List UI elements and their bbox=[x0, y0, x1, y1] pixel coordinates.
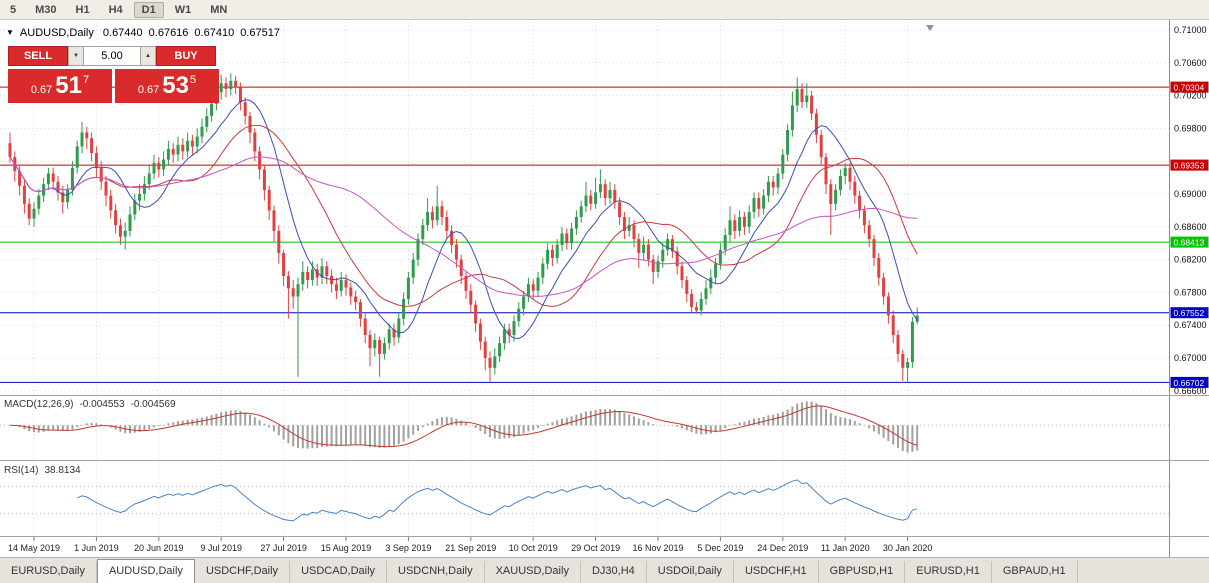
timeframe-toolbar: 5 M30 H1 H4 D1 W1 MN bbox=[0, 0, 1209, 20]
chart-canvas[interactable]: 0.0050760.00-0.00614810070300.710000.706… bbox=[0, 20, 1209, 557]
svg-text:11 Jan 2020: 11 Jan 2020 bbox=[821, 543, 870, 553]
ohlc-open: 0.67440 bbox=[102, 27, 143, 39]
tab-usdchf-h1[interactable]: USDCHF,H1 bbox=[734, 561, 819, 583]
ohlc-close: 0.67517 bbox=[240, 27, 280, 39]
timeframe-h4[interactable]: H4 bbox=[101, 2, 131, 18]
chart-title: ▼ AUDUSD,Daily 0.67440 0.67616 0.67410 0.6751… bbox=[6, 27, 286, 39]
timeframe-mn[interactable]: MN bbox=[202, 2, 235, 18]
svg-text:20 Jun 2019: 20 Jun 2019 bbox=[134, 543, 184, 553]
macd-name: MACD(12,26,9) bbox=[4, 399, 74, 410]
svg-text:27 Jul 2019: 27 Jul 2019 bbox=[260, 543, 307, 553]
tab-usdoil-daily[interactable]: USDOil,Daily bbox=[647, 561, 734, 583]
tab-xauusd-daily[interactable]: XAUUSD,Daily bbox=[485, 561, 581, 583]
macd-value-signal: -0.004569 bbox=[130, 399, 176, 410]
macd-value-main: -0.004553 bbox=[79, 399, 125, 410]
svg-text:14 May 2019: 14 May 2019 bbox=[8, 543, 60, 553]
svg-text:0.66600: 0.66600 bbox=[1174, 386, 1207, 396]
tab-dj30-h4[interactable]: DJ30,H4 bbox=[581, 561, 647, 583]
tab-usdchf-daily[interactable]: USDCHF,Daily bbox=[195, 561, 291, 583]
svg-text:15 Aug 2019: 15 Aug 2019 bbox=[321, 543, 372, 553]
tab-eurusd-h1[interactable]: EURUSD,H1 bbox=[905, 561, 992, 583]
svg-text:29 Oct 2019: 29 Oct 2019 bbox=[571, 543, 620, 553]
sell-price-big: 51 bbox=[55, 72, 82, 99]
timeframe-w1[interactable]: W1 bbox=[167, 2, 200, 18]
svg-text:21 Sep 2019: 21 Sep 2019 bbox=[445, 543, 496, 553]
svg-text:0.69000: 0.69000 bbox=[1174, 189, 1207, 199]
svg-text:0.70200: 0.70200 bbox=[1174, 91, 1207, 101]
svg-text:0.70600: 0.70600 bbox=[1174, 58, 1207, 68]
chart-area: 0.0050760.00-0.00614810070300.710000.706… bbox=[0, 20, 1209, 557]
svg-text:30 Jan 2020: 30 Jan 2020 bbox=[883, 543, 933, 553]
svg-text:9 Jul 2019: 9 Jul 2019 bbox=[200, 543, 242, 553]
tab-audusd-daily[interactable]: AUDUSD,Daily bbox=[96, 559, 195, 583]
svg-text:0.66702: 0.66702 bbox=[1174, 378, 1205, 388]
buy-price-display[interactable]: 0.67 53 5 bbox=[115, 69, 219, 103]
svg-text:0.67400: 0.67400 bbox=[1174, 320, 1207, 330]
price-level-lines bbox=[0, 86, 1169, 383]
svg-text:10 Oct 2019: 10 Oct 2019 bbox=[509, 543, 558, 553]
symbol-period-label: AUDUSD,Daily bbox=[19, 27, 94, 39]
svg-text:24 Dec 2019: 24 Dec 2019 bbox=[757, 543, 808, 553]
rsi-value: 38.8134 bbox=[44, 465, 81, 476]
svg-text:0.69800: 0.69800 bbox=[1174, 123, 1207, 133]
sell-price-display[interactable]: 0.67 51 7 bbox=[8, 69, 112, 103]
price-axis: 0.71000 0.70600 0.70200 0.69800 0.69000 0.686… bbox=[1169, 20, 1209, 557]
timeframe-5[interactable]: 5 bbox=[2, 2, 24, 18]
ohlc-high: 0.67616 bbox=[148, 27, 189, 39]
svg-text:0.69353: 0.69353 bbox=[1174, 161, 1205, 171]
svg-text:0.68413: 0.68413 bbox=[1174, 238, 1205, 248]
volume-increase-button[interactable]: ▲ bbox=[140, 46, 156, 66]
svg-text:16 Nov 2019: 16 Nov 2019 bbox=[632, 543, 683, 553]
chart-shift-marker-icon[interactable] bbox=[926, 25, 934, 31]
svg-text:0.67000: 0.67000 bbox=[1174, 353, 1207, 363]
tab-gbpaud-h1[interactable]: GBPAUD,H1 bbox=[992, 561, 1078, 583]
tab-usdcad-daily[interactable]: USDCAD,Daily bbox=[290, 561, 388, 583]
svg-text:0.71000: 0.71000 bbox=[1174, 25, 1207, 35]
sell-price-pip: 7 bbox=[83, 74, 90, 86]
buy-price-prefix: 0.67 bbox=[137, 84, 160, 96]
svg-text:5 Dec 2019: 5 Dec 2019 bbox=[697, 543, 743, 553]
svg-text:0.68600: 0.68600 bbox=[1174, 222, 1207, 232]
buy-button[interactable]: BUY bbox=[156, 46, 216, 66]
svg-text:0.70304: 0.70304 bbox=[1174, 83, 1205, 93]
volume-decrease-button[interactable]: ▼ bbox=[68, 46, 84, 66]
timeframe-h1[interactable]: H1 bbox=[68, 2, 98, 18]
svg-text:1 Jun 2019: 1 Jun 2019 bbox=[74, 543, 119, 553]
sell-price-prefix: 0.67 bbox=[30, 84, 53, 96]
tab-eurusd-daily[interactable]: EURUSD,Daily bbox=[0, 561, 97, 583]
sell-button[interactable]: SELL bbox=[8, 46, 68, 66]
volume-input[interactable] bbox=[84, 46, 140, 66]
tab-gbpusd-h1[interactable]: GBPUSD,H1 bbox=[819, 561, 906, 583]
buy-price-pip: 5 bbox=[190, 74, 197, 86]
buy-price-big: 53 bbox=[162, 72, 189, 99]
tab-usdcnh-daily[interactable]: USDCNH,Daily bbox=[387, 561, 485, 583]
time-axis: 14 May 2019 1 Jun 2019 20 Jun 2019 9 Jul 20… bbox=[8, 537, 932, 553]
moving-average-lines bbox=[9, 99, 918, 340]
macd-panel: 0.0050760.00-0.006148 bbox=[0, 399, 1208, 460]
svg-text:0.68200: 0.68200 bbox=[1174, 255, 1207, 265]
ohlc-low: 0.67410 bbox=[194, 27, 235, 39]
svg-text:0.67552: 0.67552 bbox=[1174, 308, 1205, 318]
timeframe-m30[interactable]: M30 bbox=[27, 2, 64, 18]
timeframe-d1[interactable]: D1 bbox=[133, 1, 164, 18]
svg-text:0.67800: 0.67800 bbox=[1174, 287, 1207, 297]
chart-tab-bar: EURUSD,Daily AUDUSD,Daily USDCHF,Daily USDC… bbox=[0, 557, 1209, 583]
svg-text:3 Sep 2019: 3 Sep 2019 bbox=[385, 543, 431, 553]
rsi-name: RSI(14) bbox=[4, 465, 39, 476]
rsi-indicator-label: RSI(14) 38.8134 bbox=[4, 465, 87, 476]
one-click-trading-toggle-icon[interactable]: ▼ bbox=[6, 28, 14, 37]
macd-indicator-label: MACD(12,26,9) -0.004553 -0.004569 bbox=[4, 399, 182, 410]
